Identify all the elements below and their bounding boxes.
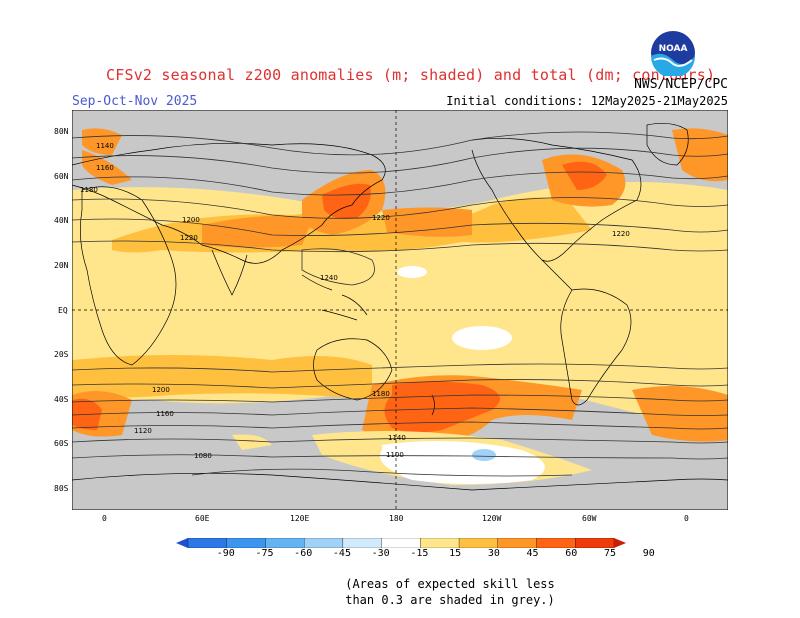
colorbar-segment bbox=[265, 538, 305, 548]
colorbar-segment bbox=[420, 538, 460, 548]
anomaly-45-europe bbox=[82, 128, 122, 155]
colorbar-label: 75 bbox=[604, 548, 617, 559]
contour-label: 1100 bbox=[386, 451, 404, 459]
lon-label: 60W bbox=[582, 514, 597, 523]
lat-label: EQ bbox=[58, 306, 68, 315]
chart-title: CFSv2 seasonal z200 anomalies (m; shaded… bbox=[106, 66, 716, 84]
colorbar bbox=[176, 538, 626, 548]
colorbar-label: -60 bbox=[294, 548, 313, 559]
lon-label: 180 bbox=[389, 514, 404, 523]
colorbar-label: 90 bbox=[642, 548, 655, 559]
colorbar-label: 30 bbox=[487, 548, 500, 559]
contour-label: 1240 bbox=[320, 274, 338, 282]
anomaly-minus15-antarctic bbox=[472, 449, 496, 461]
initial-conditions-label: Initial conditions: 12May2025-21May2025 bbox=[446, 94, 728, 108]
lon-label: 60E bbox=[195, 514, 210, 523]
contour-label: 1180 bbox=[372, 390, 390, 398]
near-zero-antarctic bbox=[380, 441, 545, 484]
colorbar-label: -45 bbox=[332, 548, 351, 559]
anomaly-15-south-small bbox=[232, 434, 272, 450]
anomaly-60-japan bbox=[322, 183, 371, 219]
contour-label: 1200 bbox=[152, 386, 170, 394]
contour-label: 1180 bbox=[80, 186, 98, 194]
near-zero-spot-1 bbox=[397, 266, 427, 278]
contour-label: 1120 bbox=[134, 427, 152, 435]
anomaly-30-region-south bbox=[72, 355, 372, 400]
contour-label: 1200 bbox=[182, 216, 200, 224]
contour-label: 1080 bbox=[194, 452, 212, 460]
colorbar-label: -90 bbox=[216, 548, 235, 559]
skill-note: (Areas of expected skill less than 0.3 a… bbox=[340, 576, 560, 608]
lon-label: 120W bbox=[482, 514, 502, 523]
agency-label: NWS/NCEP/CPC bbox=[634, 77, 728, 92]
colorbar-segment bbox=[342, 538, 382, 548]
colorbar-segment bbox=[575, 538, 615, 548]
skill-note-line: (Areas of expected skill less bbox=[345, 577, 555, 591]
colorbar-label: -75 bbox=[255, 548, 274, 559]
anomaly-45-europe2 bbox=[82, 150, 132, 185]
contour-label: 1160 bbox=[156, 410, 174, 418]
skill-note-line: than 0.3 are shaded in grey.) bbox=[345, 593, 555, 607]
colorbar-segment bbox=[176, 538, 188, 548]
contour-label: 1140 bbox=[96, 142, 114, 150]
lat-label: 60S bbox=[54, 439, 69, 448]
colorbar-segment bbox=[187, 538, 227, 548]
contour-label: 1220 bbox=[180, 234, 198, 242]
noaa-logo-icon: NOAA bbox=[651, 31, 695, 76]
contour-label: 1140 bbox=[388, 434, 406, 442]
colorbar-segment bbox=[226, 538, 266, 548]
contour-label: 1220 bbox=[612, 230, 630, 238]
svg-text:NOAA: NOAA bbox=[659, 44, 688, 54]
coastlines bbox=[72, 123, 728, 491]
anomaly-60-spacific bbox=[384, 381, 500, 433]
colorbar-segment bbox=[536, 538, 576, 548]
colorbar-label: -15 bbox=[410, 548, 429, 559]
colorbar-segment bbox=[614, 538, 626, 548]
colorbar-label: 45 bbox=[526, 548, 539, 559]
contour-label-group: 1140 1160 1180 1200 1220 1240 1220 1220 … bbox=[80, 142, 630, 460]
lat-label: 20S bbox=[54, 350, 69, 359]
lon-label: 0 bbox=[684, 514, 689, 523]
season-label: Sep-Oct-Nov 2025 bbox=[72, 94, 198, 109]
lat-label: 80S bbox=[54, 484, 69, 493]
lat-label: 60N bbox=[54, 172, 69, 181]
lat-label: 80N bbox=[54, 127, 69, 136]
colorbar-segment bbox=[497, 538, 537, 548]
contour-label: 1220 bbox=[372, 214, 390, 222]
lat-label: 40S bbox=[54, 395, 69, 404]
colorbar-label: 60 bbox=[565, 548, 578, 559]
colorbar-segment bbox=[381, 538, 421, 548]
anomaly-map: 1140 1160 1180 1200 1220 1240 1220 1220 … bbox=[72, 110, 728, 510]
lat-label: 20N bbox=[54, 261, 69, 270]
colorbar-segment bbox=[304, 538, 344, 548]
height-contours bbox=[72, 131, 728, 477]
colorbar-segment bbox=[458, 538, 498, 548]
lon-label: 120E bbox=[290, 514, 310, 523]
anomaly-60-canada bbox=[562, 161, 607, 190]
colorbar-label: -30 bbox=[371, 548, 390, 559]
lat-label: 40N bbox=[54, 216, 69, 225]
near-zero-spot-2 bbox=[452, 326, 512, 350]
lon-label: 0 bbox=[102, 514, 107, 523]
colorbar-label: 15 bbox=[449, 548, 462, 559]
anomaly-45-arctic bbox=[672, 128, 728, 182]
contour-label: 1160 bbox=[96, 164, 114, 172]
